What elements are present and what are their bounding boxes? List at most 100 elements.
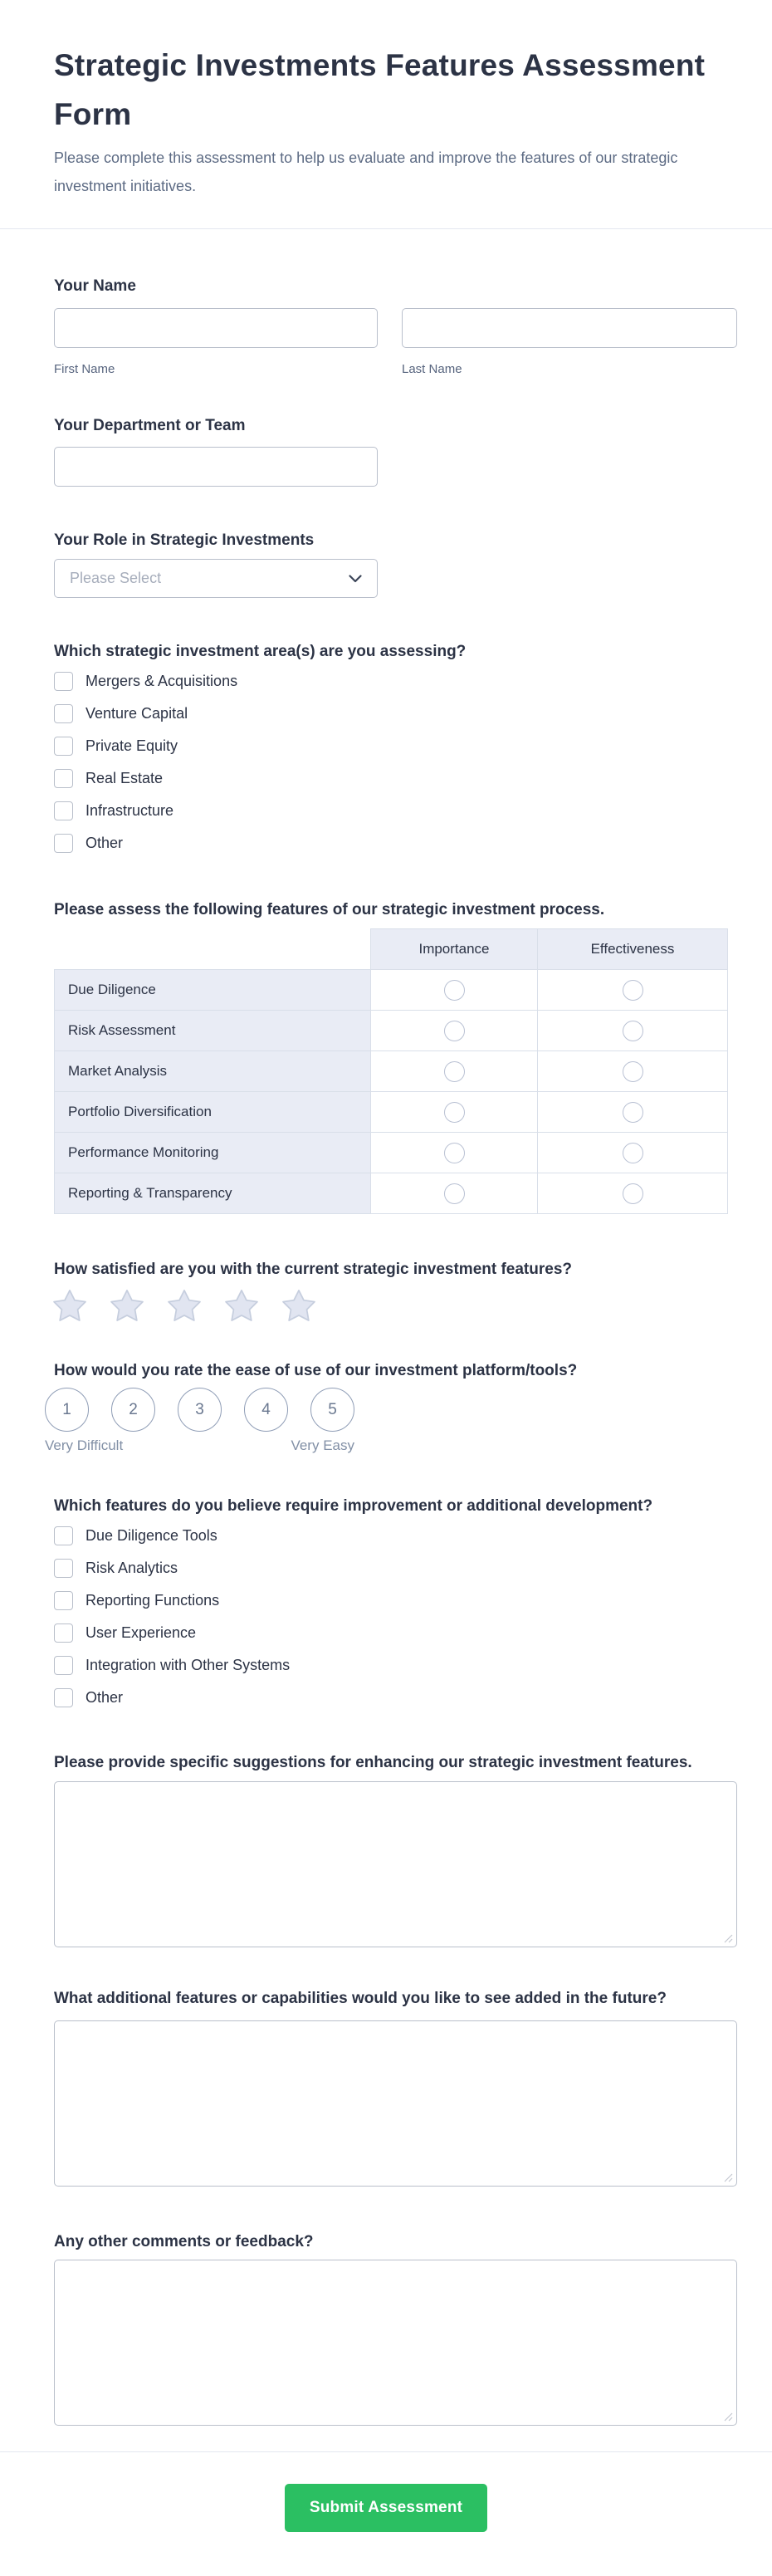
suggestions-textarea[interactable] bbox=[54, 1781, 737, 1947]
star-icon[interactable] bbox=[281, 1290, 316, 1323]
department-input[interactable] bbox=[54, 447, 378, 487]
department-label: Your Department or Team bbox=[54, 417, 246, 434]
matrix-col-header: Importance bbox=[370, 928, 538, 970]
checkbox-option[interactable]: User Experience bbox=[54, 1623, 737, 1643]
star-icon[interactable] bbox=[52, 1290, 87, 1323]
star-icon[interactable] bbox=[224, 1290, 259, 1323]
matrix-radio[interactable] bbox=[443, 1183, 465, 1204]
checkbox-label: Real Estate bbox=[86, 769, 164, 786]
form-footer: Submit Assessment bbox=[0, 2451, 772, 2574]
comments-label: Any other comments or feedback? bbox=[54, 2233, 314, 2250]
comments-textarea[interactable] bbox=[54, 2260, 737, 2426]
checkbox-label: Mergers & Acquisitions bbox=[86, 672, 238, 689]
checkbox[interactable] bbox=[54, 801, 73, 820]
checkbox[interactable] bbox=[54, 1526, 73, 1545]
star-icon[interactable] bbox=[167, 1290, 202, 1323]
field-future: What additional features or capabilities… bbox=[54, 1987, 737, 2187]
checkbox-option[interactable]: Real Estate bbox=[54, 768, 737, 788]
matrix-radio[interactable] bbox=[443, 979, 465, 1001]
last-name-sublabel: Last Name bbox=[402, 362, 462, 376]
field-ease: How would you rate the ease of use of ou… bbox=[45, 1359, 737, 1454]
areas-label: Which strategic investment area(s) are y… bbox=[54, 643, 467, 660]
form-subtitle: Please complete this assessment to help … bbox=[54, 149, 678, 194]
matrix-radio[interactable] bbox=[443, 1020, 465, 1041]
checkbox-option[interactable]: Risk Analytics bbox=[54, 1558, 737, 1578]
resize-handle-icon[interactable] bbox=[724, 2412, 733, 2422]
field-name: Your Name First Name Last Name bbox=[54, 275, 737, 376]
checkbox-option[interactable]: Other bbox=[54, 1687, 737, 1707]
checkbox-label: Integration with Other Systems bbox=[86, 1656, 291, 1673]
scale-option[interactable]: 2 bbox=[111, 1388, 155, 1432]
role-select-placeholder: Please Select bbox=[70, 570, 162, 586]
role-select[interactable]: Please Select bbox=[54, 559, 378, 598]
matrix-radio[interactable] bbox=[622, 1183, 643, 1204]
suggestions-label: Please provide specific suggestions for … bbox=[54, 1754, 692, 1771]
matrix-radio[interactable] bbox=[622, 979, 643, 1001]
matrix-radio[interactable] bbox=[443, 1101, 465, 1123]
field-comments: Any other comments or feedback? bbox=[54, 2231, 737, 2426]
star-icon[interactable] bbox=[110, 1290, 144, 1323]
matrix-row-label: Market Analysis bbox=[54, 1050, 371, 1092]
field-matrix: Please assess the following features of … bbox=[54, 899, 737, 1214]
matrix-radio[interactable] bbox=[443, 1142, 465, 1163]
form-body: Your Name First Name Last Name Your Depa… bbox=[0, 275, 772, 2451]
checkbox[interactable] bbox=[54, 1655, 73, 1675]
field-suggestions: Please provide specific suggestions for … bbox=[54, 1751, 737, 1947]
star-rating bbox=[52, 1290, 737, 1323]
checkbox-option[interactable]: Private Equity bbox=[54, 736, 737, 756]
matrix-col-header: Effectiveness bbox=[537, 928, 728, 970]
checkbox-label: Private Equity bbox=[86, 737, 178, 754]
checkbox-option[interactable]: Integration with Other Systems bbox=[54, 1655, 737, 1675]
satisfaction-label: How satisfied are you with the current s… bbox=[54, 1261, 572, 1278]
form-title: Strategic Investments Features Assessmen… bbox=[54, 48, 706, 131]
checkbox-option[interactable]: Other bbox=[54, 833, 737, 853]
resize-handle-icon[interactable] bbox=[724, 2173, 733, 2182]
checkbox[interactable] bbox=[54, 833, 73, 853]
checkbox[interactable] bbox=[54, 1623, 73, 1643]
scale-number: 4 bbox=[261, 1400, 271, 1418]
checkbox[interactable] bbox=[54, 671, 73, 691]
checkbox-option[interactable]: Infrastructure bbox=[54, 801, 737, 820]
checkbox[interactable] bbox=[54, 703, 73, 723]
matrix-radio[interactable] bbox=[622, 1020, 643, 1041]
resize-handle-icon[interactable] bbox=[724, 1934, 733, 1943]
checkbox-label: Other bbox=[86, 1688, 124, 1706]
scale-option[interactable]: 1 bbox=[45, 1388, 89, 1432]
checkbox[interactable] bbox=[54, 1558, 73, 1578]
scale-rating: 1 2 3 4 5 bbox=[45, 1388, 354, 1432]
name-label: Your Name bbox=[54, 277, 136, 295]
checkbox[interactable] bbox=[54, 1687, 73, 1707]
checkbox-label: Other bbox=[86, 834, 124, 851]
scale-number: 1 bbox=[62, 1400, 71, 1418]
scale-max-label: Very Easy bbox=[291, 1437, 354, 1453]
matrix-table: Importance Effectiveness Due Diligence R… bbox=[54, 928, 728, 1214]
checkbox-option[interactable]: Venture Capital bbox=[54, 703, 737, 723]
checkbox[interactable] bbox=[54, 768, 73, 788]
scale-option[interactable]: 4 bbox=[244, 1388, 288, 1432]
field-satisfaction: How satisfied are you with the current s… bbox=[52, 1258, 737, 1323]
last-name-input[interactable] bbox=[402, 308, 737, 348]
future-textarea[interactable] bbox=[54, 2020, 737, 2187]
matrix-radio[interactable] bbox=[622, 1142, 643, 1163]
first-name-input[interactable] bbox=[54, 308, 378, 348]
checkbox-label: Infrastructure bbox=[86, 801, 174, 819]
checkbox-option[interactable]: Mergers & Acquisitions bbox=[54, 671, 737, 691]
scale-option[interactable]: 5 bbox=[310, 1388, 354, 1432]
checkbox-option[interactable]: Reporting Functions bbox=[54, 1590, 737, 1610]
improvements-options: Due Diligence Tools Risk Analytics Repor… bbox=[54, 1526, 737, 1707]
checkbox[interactable] bbox=[54, 736, 73, 756]
submit-button[interactable]: Submit Assessment bbox=[284, 2484, 488, 2532]
matrix-radio[interactable] bbox=[443, 1060, 465, 1082]
first-name-sublabel: First Name bbox=[54, 362, 115, 376]
future-label: What additional features or capabilities… bbox=[54, 1990, 667, 2007]
checkbox[interactable] bbox=[54, 1590, 73, 1610]
matrix-radio[interactable] bbox=[622, 1101, 643, 1123]
matrix-row-label: Reporting & Transparency bbox=[54, 1173, 371, 1214]
checkbox-option[interactable]: Due Diligence Tools bbox=[54, 1526, 737, 1545]
matrix-row-label: Due Diligence bbox=[54, 969, 371, 1011]
scale-option[interactable]: 3 bbox=[178, 1388, 222, 1432]
matrix-radio[interactable] bbox=[622, 1060, 643, 1082]
field-department: Your Department or Team bbox=[54, 414, 737, 487]
scale-min-label: Very Difficult bbox=[45, 1437, 124, 1453]
chevron-down-icon bbox=[349, 574, 362, 582]
